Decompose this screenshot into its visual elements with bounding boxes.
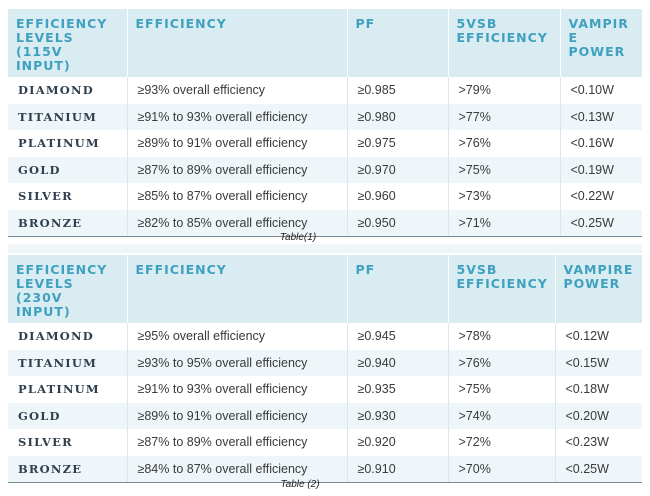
- pf-cell: ≥0.945: [347, 323, 449, 350]
- vsb-cell: >72%: [448, 429, 556, 456]
- table-header-row: EFFICIENCY LEVELS (115V INPUT) EFFICIENC…: [8, 9, 642, 77]
- level-cell: BRONZE: [8, 455, 128, 483]
- pf-cell: ≥0.980: [347, 103, 449, 130]
- efficiency-cell: ≥89% to 91% overall efficiency: [127, 130, 348, 157]
- pf-cell: ≥0.975: [347, 130, 449, 157]
- vampire-cell: <0.25W: [560, 209, 642, 237]
- pf-cell: ≥0.960: [347, 183, 449, 210]
- efficiency-cell: ≥87% to 89% overall efficiency: [127, 156, 348, 183]
- table-row: SILVER ≥85% to 87% overall efficiency ≥0…: [8, 183, 642, 210]
- vampire-cell: <0.10W: [560, 77, 642, 104]
- efficiency-cell: ≥85% to 87% overall efficiency: [127, 183, 348, 210]
- table-row: SILVER ≥87% to 89% overall efficiency ≥0…: [8, 429, 642, 456]
- vsb-cell: >75%: [448, 156, 561, 183]
- vsb-cell: >74%: [448, 402, 556, 429]
- col-header-efficiency: EFFICIENCY: [127, 255, 348, 323]
- efficiency-cell: ≥93% to 95% overall efficiency: [127, 349, 348, 376]
- level-cell: GOLD: [8, 156, 128, 183]
- pf-cell: ≥0.935: [347, 376, 449, 403]
- col-header-pf: PF: [347, 9, 449, 77]
- pf-cell: ≥0.985: [347, 77, 449, 104]
- level-cell: SILVER: [8, 183, 128, 210]
- vsb-cell: >71%: [448, 209, 561, 237]
- vsb-cell: >76%: [448, 349, 556, 376]
- efficiency-cell: ≥84% to 87% overall efficiency: [127, 455, 348, 483]
- vsb-cell: >77%: [448, 103, 561, 130]
- vsb-cell: >73%: [448, 183, 561, 210]
- level-cell: PLATINUM: [8, 376, 128, 403]
- table-row: PLATINUM ≥89% to 91% overall efficiency …: [8, 130, 642, 157]
- efficiency-cell: ≥91% to 93% overall efficiency: [127, 103, 348, 130]
- table-row: PLATINUM ≥91% to 93% overall efficiency …: [8, 376, 642, 403]
- pf-cell: ≥0.910: [347, 455, 449, 483]
- col-header-efficiency-levels: EFFICIENCY LEVELS (230V INPUT): [8, 255, 128, 323]
- pf-cell: ≥0.940: [347, 349, 449, 376]
- efficiency-cell: ≥82% to 85% overall efficiency: [127, 209, 348, 237]
- level-cell: BRONZE: [8, 209, 128, 237]
- efficiency-table-115v: EFFICIENCY LEVELS (115V INPUT) EFFICIENC…: [8, 9, 642, 237]
- efficiency-cell: ≥95% overall efficiency: [127, 323, 348, 350]
- col-header-vampire-power: VAMPIRE POWER: [555, 255, 642, 323]
- table2-caption: Table (2): [280, 479, 320, 490]
- col-header-pf: PF: [347, 255, 449, 323]
- table-row: GOLD ≥89% to 91% overall efficiency ≥0.9…: [8, 402, 642, 429]
- table-row: TITANIUM ≥93% to 95% overall efficiency …: [8, 349, 642, 376]
- vampire-cell: <0.25W: [555, 455, 642, 483]
- col-header-5vsb-efficiency: 5VSB EFFICIENCY: [448, 9, 561, 77]
- table-row: DIAMOND ≥93% overall efficiency ≥0.985 >…: [8, 77, 642, 104]
- efficiency-cell: ≥87% to 89% overall efficiency: [127, 429, 348, 456]
- vsb-cell: >70%: [448, 455, 556, 483]
- vampire-cell: <0.16W: [560, 130, 642, 157]
- vampire-cell: <0.20W: [555, 402, 642, 429]
- efficiency-cell: ≥91% to 93% overall efficiency: [127, 376, 348, 403]
- col-header-efficiency-levels: EFFICIENCY LEVELS (115V INPUT): [8, 9, 128, 77]
- level-cell: SILVER: [8, 429, 128, 456]
- level-cell: DIAMOND: [8, 323, 128, 350]
- col-header-5vsb-efficiency: 5VSB EFFICIENCY: [448, 255, 556, 323]
- efficiency-table-230v: EFFICIENCY LEVELS (230V INPUT) EFFICIENC…: [8, 255, 642, 483]
- table-row: DIAMOND ≥95% overall efficiency ≥0.945 >…: [8, 323, 642, 350]
- vampire-cell: <0.15W: [555, 349, 642, 376]
- vampire-cell: <0.22W: [560, 183, 642, 210]
- level-cell: GOLD: [8, 402, 128, 429]
- vsb-cell: >76%: [448, 130, 561, 157]
- vampire-cell: <0.23W: [555, 429, 642, 456]
- table-row: BRONZE ≥84% to 87% overall efficiency ≥0…: [8, 455, 642, 483]
- pf-cell: ≥0.970: [347, 156, 449, 183]
- table-row: TITANIUM ≥91% to 93% overall efficiency …: [8, 103, 642, 130]
- vampire-cell: <0.18W: [555, 376, 642, 403]
- vsb-cell: >75%: [448, 376, 556, 403]
- col-header-efficiency: EFFICIENCY: [127, 9, 348, 77]
- table1-caption: Table(1): [279, 232, 317, 243]
- pf-cell: ≥0.920: [347, 429, 449, 456]
- efficiency-cell: ≥93% overall efficiency: [127, 77, 348, 104]
- efficiency-cell: ≥89% to 91% overall efficiency: [127, 402, 348, 429]
- col-header-vampire-power: VAMPIRE POWER: [560, 9, 642, 77]
- vsb-cell: >79%: [448, 77, 561, 104]
- table-separator: [8, 244, 642, 253]
- level-cell: TITANIUM: [8, 103, 128, 130]
- vsb-cell: >78%: [448, 323, 556, 350]
- level-cell: TITANIUM: [8, 349, 128, 376]
- table-row: BRONZE ≥82% to 85% overall efficiency ≥0…: [8, 209, 642, 237]
- vampire-cell: <0.13W: [560, 103, 642, 130]
- vampire-cell: <0.12W: [555, 323, 642, 350]
- table-row: GOLD ≥87% to 89% overall efficiency ≥0.9…: [8, 156, 642, 183]
- table-header-row: EFFICIENCY LEVELS (230V INPUT) EFFICIENC…: [8, 255, 642, 323]
- pf-cell: ≥0.930: [347, 402, 449, 429]
- vampire-cell: <0.19W: [560, 156, 642, 183]
- level-cell: DIAMOND: [8, 77, 128, 104]
- pf-cell: ≥0.950: [347, 209, 449, 237]
- level-cell: PLATINUM: [8, 130, 128, 157]
